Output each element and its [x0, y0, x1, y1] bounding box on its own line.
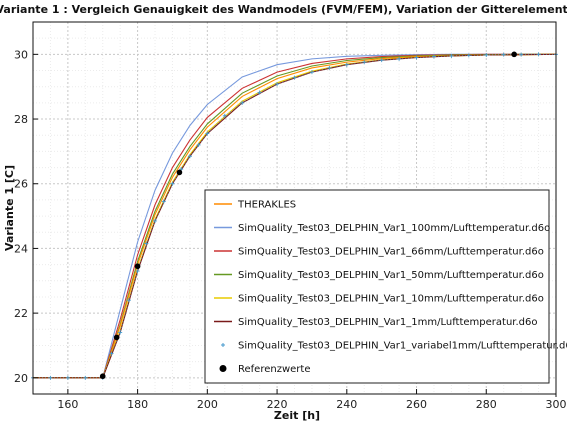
legend-entry: SimQuality_Test03_DELPHIN_Var1_66mm/Luft… [214, 247, 544, 258]
legend-box [205, 190, 549, 383]
legend-label: THERAKLES [237, 200, 296, 211]
y-tick-label: 26 [14, 178, 28, 191]
y-tick-label: 20 [14, 372, 28, 385]
chart-title: TF03 : Variante 1 : Vergleich Genauigkei… [0, 3, 567, 16]
y-axis-label: Variante 1 [C] [3, 165, 16, 251]
legend-label: Referenzwerte [238, 364, 310, 375]
legend: THERAKLES SimQuality_Test03_DELPHIN_Var1_… [205, 190, 567, 383]
legend-label: SimQuality_Test03_DELPHIN_Var1_66mm/Luft… [238, 247, 544, 258]
x-tick-label: 160 [57, 398, 78, 411]
x-tick-label: 200 [197, 398, 218, 411]
legend-entry: SimQuality_Test03_DELPHIN_Var1_10mm/Luft… [214, 294, 544, 305]
y-tick-label: 24 [14, 242, 28, 255]
x-tick-label: 240 [336, 398, 357, 411]
legend-entry: SimQuality_Test03_DELPHIN_Var1_1mm/Luftt… [214, 317, 537, 328]
legend-entry: SimQuality_Test03_DELPHIN_Var1_100mm/Luf… [214, 223, 550, 234]
x-tick-label: 180 [127, 398, 148, 411]
reference-point [114, 335, 120, 341]
x-tick-label: 280 [476, 398, 497, 411]
legend-label: SimQuality_Test03_DELPHIN_Var1_100mm/Luf… [238, 223, 550, 234]
legend-label: SimQuality_Test03_DELPHIN_Var1_variabel1… [238, 341, 567, 352]
x-tick-label: 260 [406, 398, 427, 411]
x-axis-label: Zeit [h] [274, 409, 320, 422]
legend-entry: SimQuality_Test03_DELPHIN_Var1_50mm/Luft… [214, 270, 544, 281]
legend-swatch [220, 365, 227, 372]
reference-point [100, 373, 106, 379]
legend-label: SimQuality_Test03_DELPHIN_Var1_1mm/Luftt… [238, 317, 537, 328]
legend-label: SimQuality_Test03_DELPHIN_Var1_10mm/Luft… [238, 294, 544, 305]
x-tick-label: 300 [546, 398, 567, 411]
reference-point [135, 263, 141, 269]
y-tick-label: 30 [14, 48, 28, 61]
y-tick-label: 28 [14, 113, 28, 126]
reference-point [511, 52, 517, 58]
legend-entry: SimQuality_Test03_DELPHIN_Var1_variabel1… [221, 341, 567, 352]
reference-point [177, 170, 183, 176]
legend-label: SimQuality_Test03_DELPHIN_Var1_50mm/Luft… [238, 270, 544, 281]
y-tick-label: 22 [14, 307, 28, 320]
